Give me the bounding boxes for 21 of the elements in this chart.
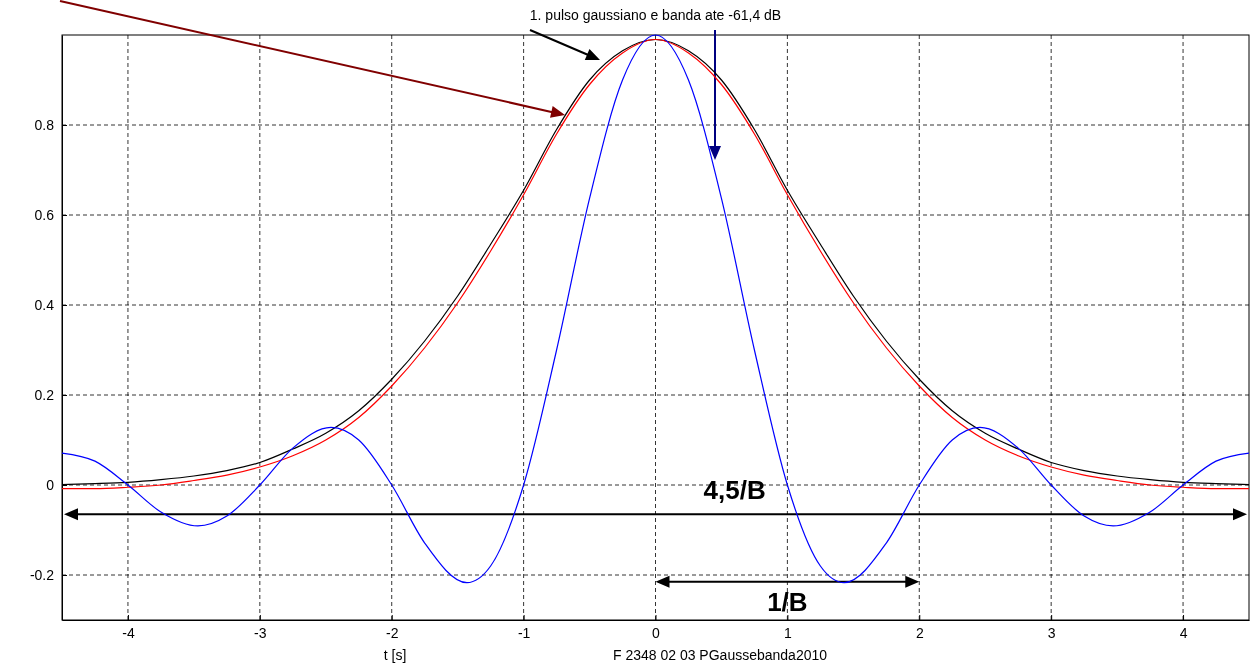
x-tick-label: 0 [652, 624, 661, 641]
chart-title: 1. pulso gaussiano e banda ate -61,4 dB [529, 7, 782, 23]
y-tick-label: 0.8 [34, 116, 55, 133]
x-tick-label: 3 [1047, 624, 1056, 641]
x-tick-label: 1 [783, 624, 792, 641]
annotation: 1/B [767, 587, 808, 617]
x-tick-label: -1 [517, 624, 531, 641]
y-tick-label: 0.2 [34, 386, 55, 403]
y-tick-label: 0.4 [34, 296, 55, 313]
line-series [61, 34, 1250, 584]
x-tick-label: 4 [1179, 624, 1188, 641]
y-tick-label: -0.2 [29, 566, 55, 583]
annotation: 4,5/B [703, 474, 766, 505]
x-tick-label: -2 [386, 624, 399, 641]
x-axis-title: t [s] [383, 647, 407, 663]
text: F 2348 02 03 PGaussebanda2010 [612, 647, 828, 663]
x-tick-label: -4 [122, 624, 135, 641]
y-tick-label: 0.6 [34, 206, 55, 223]
x-tick-label: 2 [915, 624, 924, 641]
y-tick-label: 0 [46, 476, 55, 493]
x-tick-label: -3 [254, 624, 267, 641]
